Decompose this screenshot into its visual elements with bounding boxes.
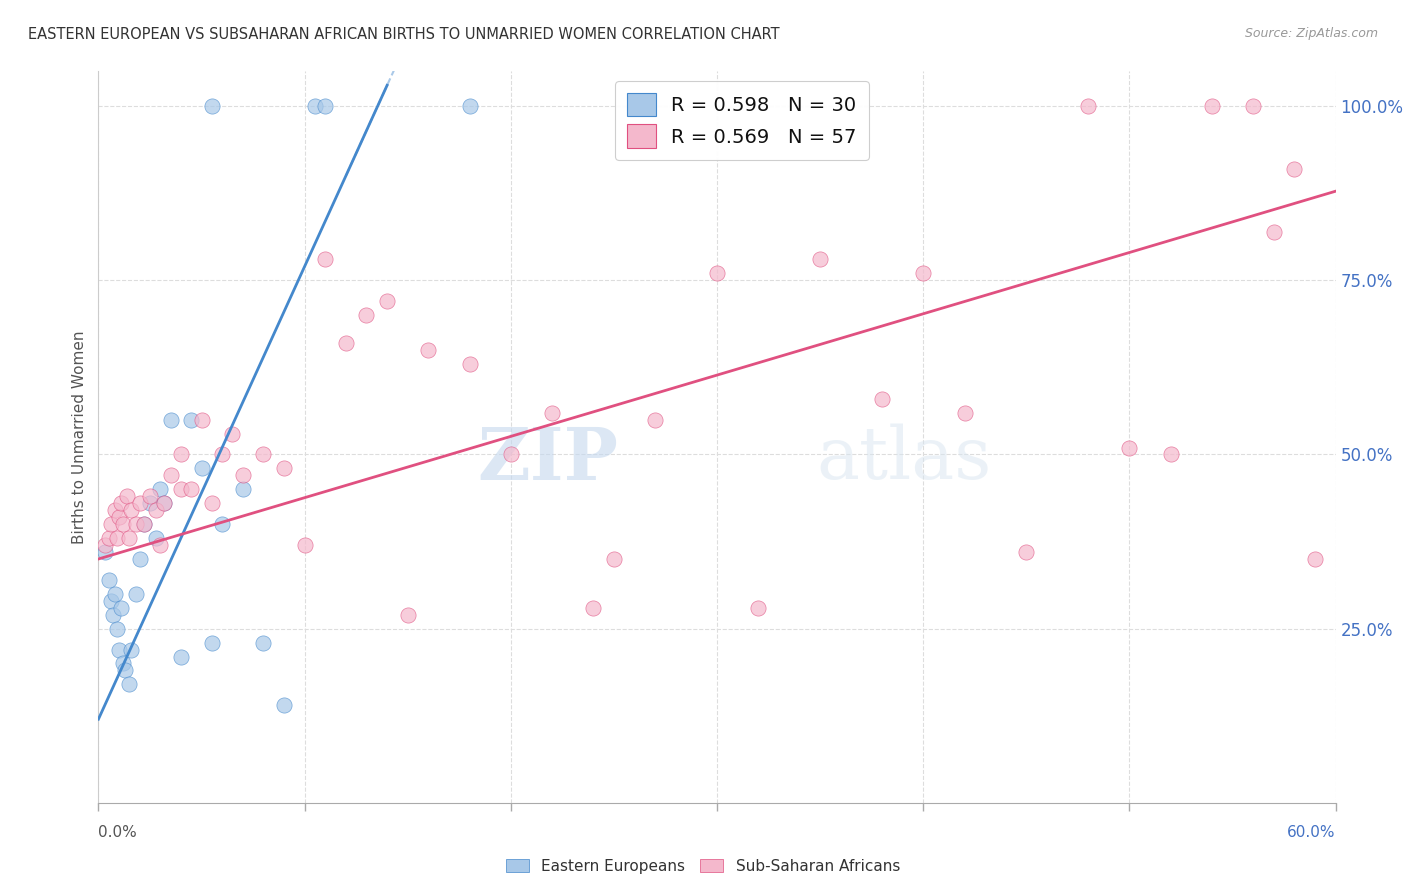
Point [180,412,202,426]
Point [356,308,378,322]
Point [118,531,141,545]
Point [132,517,155,532]
Point [93,538,115,552]
Point [170,483,193,497]
Text: EASTERN EUROPEAN VS SUBSAHARAN AFRICAN BIRTHS TO UNMARRIED WOMEN CORRELATION CHA: EASTERN EUROPEAN VS SUBSAHARAN AFRICAN B… [28,27,780,42]
Point [499,448,522,462]
Point [211,517,233,532]
Point [132,517,155,532]
Point [128,552,150,566]
Point [1118,441,1140,455]
Point [953,406,976,420]
Point [105,622,128,636]
Point [458,99,481,113]
Point [105,531,128,545]
Point [149,483,172,497]
Point [104,503,127,517]
Point [1160,448,1182,462]
Point [114,664,136,678]
Point [706,266,728,280]
Point [112,657,135,671]
Point [128,496,150,510]
Point [100,594,122,608]
Point [120,503,142,517]
Legend: R = 0.598   N = 30, R = 0.569   N = 57: R = 0.598 N = 30, R = 0.569 N = 57 [614,81,869,160]
Text: ZIP: ZIP [477,424,619,494]
Point [294,538,316,552]
Point [110,600,132,615]
Point [153,496,176,510]
Point [190,461,212,475]
Y-axis label: Births to Unmarried Women: Births to Unmarried Women [72,330,87,544]
Point [170,448,193,462]
Point [112,517,135,532]
Point [458,357,481,371]
Text: 60.0%: 60.0% [1288,825,1336,840]
Point [273,461,295,475]
Point [139,496,162,510]
Point [1303,552,1326,566]
Point [170,649,193,664]
Point [314,252,336,267]
Point [211,448,233,462]
Point [110,496,132,510]
Point [541,406,564,420]
Point [375,294,398,309]
Text: atlas: atlas [815,424,991,494]
Point [97,531,120,545]
Point [912,266,935,280]
Point [252,635,274,649]
Point [273,698,295,713]
Point [180,483,202,497]
Point [149,538,172,552]
Point [159,468,181,483]
Point [808,252,831,267]
Point [335,336,357,351]
Point [97,573,120,587]
Point [418,343,440,357]
Point [870,392,893,406]
Point [108,642,131,657]
Point [145,503,167,517]
Point [124,517,146,532]
Point [93,545,115,559]
Point [124,587,146,601]
Point [201,635,224,649]
Point [314,99,336,113]
Point [153,496,176,510]
Point [201,99,224,113]
Point [221,426,243,441]
Point [396,607,419,622]
Point [117,489,139,503]
Point [201,496,224,510]
Point [190,412,212,426]
Point [1241,99,1264,113]
Point [108,510,131,524]
Point [145,531,167,545]
Point [101,607,124,622]
Point [644,412,666,426]
Point [232,468,254,483]
Legend: Eastern Europeans, Sub-Saharan Africans: Eastern Europeans, Sub-Saharan Africans [501,853,905,880]
Point [1201,99,1223,113]
Point [139,489,162,503]
Point [1015,545,1038,559]
Point [1077,99,1099,113]
Point [120,642,142,657]
Point [159,412,181,426]
Point [104,587,127,601]
Point [100,517,122,532]
Point [603,552,626,566]
Point [304,99,326,113]
Point [582,600,605,615]
Point [252,448,274,462]
Point [232,483,254,497]
Text: 0.0%: 0.0% [98,825,138,840]
Text: Source: ZipAtlas.com: Source: ZipAtlas.com [1244,27,1378,40]
Point [118,677,141,691]
Point [1263,225,1285,239]
Point [747,600,769,615]
Point [1284,161,1306,176]
